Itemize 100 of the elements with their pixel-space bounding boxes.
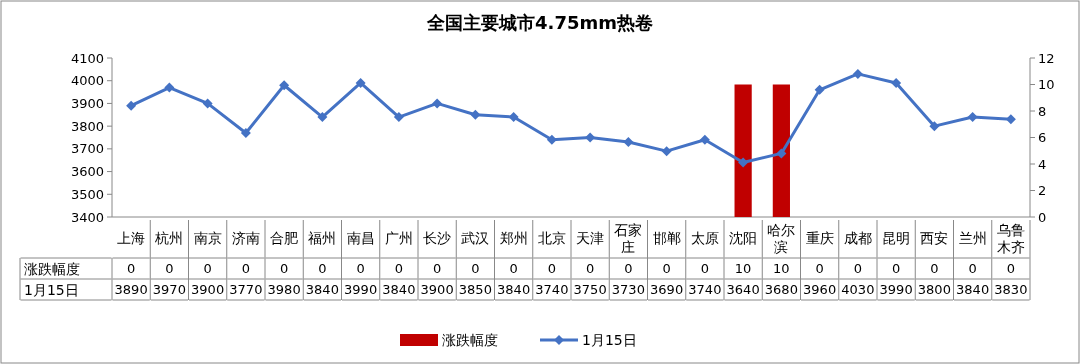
x-tick-label: 上海 bbox=[117, 229, 146, 246]
x-tick-label: 西安 bbox=[920, 229, 949, 246]
x-tick-label: 福州 bbox=[308, 229, 337, 246]
point bbox=[967, 112, 978, 123]
data-label: 3750 bbox=[573, 282, 607, 297]
point bbox=[164, 82, 175, 93]
x-tick-label: 兰州 bbox=[958, 229, 987, 246]
legend-label: 1月15日 bbox=[582, 332, 637, 348]
data-label: 3840 bbox=[956, 282, 990, 297]
data-label: 3690 bbox=[650, 282, 684, 297]
data-label: 0 bbox=[509, 261, 518, 276]
data-label: 3980 bbox=[267, 282, 301, 297]
x-tick-label: 杭州 bbox=[154, 229, 184, 246]
data-label: 0 bbox=[547, 261, 557, 276]
data-label: 0 bbox=[241, 261, 251, 276]
point bbox=[929, 121, 940, 132]
data-label: 3680 bbox=[764, 282, 798, 297]
x-tick-label: 哈尔滨 bbox=[767, 221, 796, 255]
data-label: 3960 bbox=[803, 282, 837, 297]
data-label: 0 bbox=[432, 261, 442, 276]
data-label: 3900 bbox=[420, 282, 454, 297]
y2-tick-label: 12 bbox=[1038, 50, 1055, 66]
data-label: 3830 bbox=[994, 282, 1028, 297]
data-label: 3740 bbox=[688, 282, 722, 297]
data-label: 0 bbox=[700, 261, 710, 276]
data-label: 3740 bbox=[535, 282, 569, 297]
x-tick-label: 成都 bbox=[843, 229, 872, 246]
data-label: 0 bbox=[853, 261, 863, 276]
chart-title: 全国主要城市4.75mm热卷 bbox=[426, 11, 653, 33]
x-tick-label: 长沙 bbox=[423, 229, 452, 246]
y-tick-label: 3500 bbox=[70, 186, 104, 202]
x-tick-label: 合肥 bbox=[270, 229, 299, 246]
y2-tick-label: 10 bbox=[1038, 77, 1055, 92]
data-label: 3730 bbox=[611, 282, 645, 297]
data-label: 3840 bbox=[497, 282, 531, 297]
data-label: 10 bbox=[734, 261, 752, 276]
point bbox=[738, 157, 749, 168]
data-label: 0 bbox=[318, 261, 327, 276]
text: 1月15日 bbox=[24, 281, 79, 298]
data-label: 3840 bbox=[305, 282, 339, 297]
point bbox=[126, 100, 137, 111]
point bbox=[355, 77, 366, 88]
x-tick-label: 北京 bbox=[537, 229, 566, 246]
x-tick-label: 广州 bbox=[384, 229, 413, 246]
y-tick-label: 3800 bbox=[70, 118, 104, 134]
data-label: 4030 bbox=[841, 282, 875, 297]
point bbox=[585, 132, 596, 143]
legend-label: 涨跌幅度 bbox=[442, 332, 498, 348]
y-tick-label: 3400 bbox=[70, 209, 104, 225]
y2-tick-label: 6 bbox=[1038, 130, 1047, 145]
point bbox=[852, 68, 863, 79]
point bbox=[393, 112, 404, 123]
data-label: 0 bbox=[279, 261, 289, 276]
point bbox=[546, 134, 557, 145]
x-tick-label: 南昌 bbox=[346, 229, 375, 246]
data-label: 3900 bbox=[191, 282, 225, 297]
y2-tick-label: 4 bbox=[1038, 156, 1047, 172]
data-label: 0 bbox=[815, 261, 824, 276]
point bbox=[776, 148, 787, 159]
data-label: 3800 bbox=[917, 282, 951, 297]
y-tick-label: 4000 bbox=[70, 73, 104, 89]
data-label: 3840 bbox=[382, 282, 416, 297]
point bbox=[508, 112, 519, 123]
data-label: 0 bbox=[203, 261, 212, 276]
x-tick-label: 太原 bbox=[690, 229, 719, 246]
data-label: 0 bbox=[165, 261, 174, 276]
y2-tick-label: 2 bbox=[1038, 183, 1047, 198]
point bbox=[623, 137, 634, 148]
data-label: 0 bbox=[1006, 261, 1016, 276]
data-label: 0 bbox=[662, 261, 671, 276]
x-tick-label: 乌鲁木齐 bbox=[996, 221, 1025, 255]
point bbox=[1005, 114, 1016, 125]
data-label: 0 bbox=[968, 261, 977, 276]
point bbox=[240, 127, 251, 138]
data-label: 3990 bbox=[344, 282, 378, 297]
point bbox=[432, 98, 443, 109]
point bbox=[317, 112, 328, 123]
y2-tick-label: 0 bbox=[1038, 209, 1047, 225]
data-label: 0 bbox=[471, 261, 480, 276]
data-label: 0 bbox=[126, 261, 136, 276]
data-label: 0 bbox=[394, 261, 404, 276]
point bbox=[814, 84, 825, 95]
point bbox=[699, 134, 710, 145]
x-tick-label: 昆明 bbox=[882, 229, 911, 246]
point bbox=[279, 80, 290, 91]
x-tick-label: 武汉 bbox=[461, 229, 490, 246]
y-tick-label: 3700 bbox=[70, 141, 104, 157]
x-tick-label: 南京 bbox=[193, 229, 222, 246]
y-tick-label: 3900 bbox=[70, 95, 104, 111]
data-label: 0 bbox=[585, 261, 595, 276]
x-tick-label: 郑州 bbox=[499, 229, 528, 246]
y-tick-label: 4100 bbox=[70, 50, 104, 66]
data-label: 3990 bbox=[879, 282, 913, 297]
data-label: 0 bbox=[891, 261, 901, 276]
data-label: 3640 bbox=[726, 282, 760, 297]
text: 涨跌幅度 bbox=[24, 260, 80, 277]
data-label: 3970 bbox=[152, 282, 186, 297]
x-tick-label: 邯郸 bbox=[652, 229, 681, 246]
point bbox=[202, 98, 213, 109]
data-label: 3890 bbox=[114, 282, 148, 297]
